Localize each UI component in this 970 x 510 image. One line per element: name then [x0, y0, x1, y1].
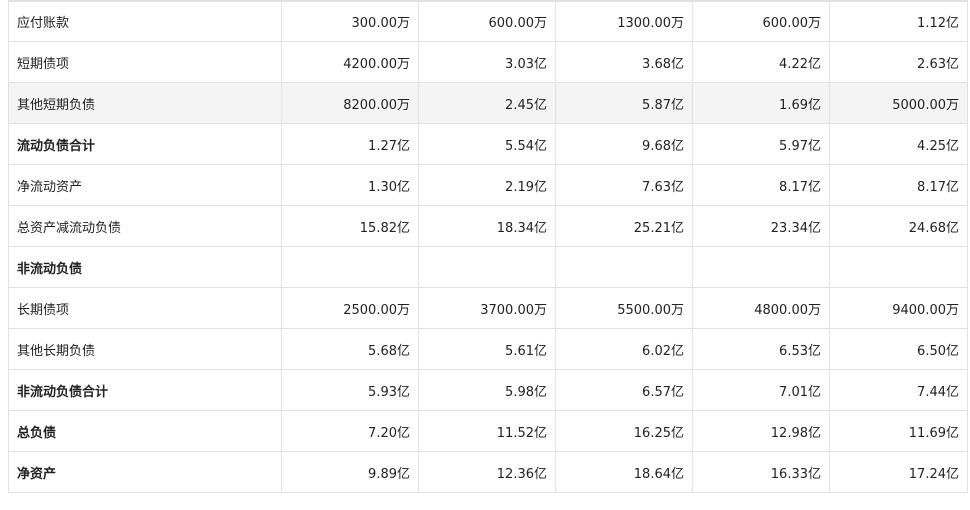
value-cell: 2500.00万	[281, 287, 419, 329]
value-cell	[281, 246, 419, 288]
row-label: 其他长期负债	[8, 328, 282, 370]
value-cell: 6.53亿	[692, 328, 830, 370]
value-cell: 4.22亿	[692, 41, 830, 83]
value-cell: 9.89亿	[281, 451, 419, 493]
value-cell: 5.61亿	[418, 328, 556, 370]
value-cell: 18.64亿	[555, 451, 693, 493]
value-cell: 7.44亿	[829, 369, 968, 411]
value-cell: 7.20亿	[281, 410, 419, 452]
row-label: 短期债项	[8, 41, 282, 83]
value-cell: 1.69亿	[692, 82, 830, 124]
value-cell: 300.00万	[281, 0, 419, 42]
value-cell: 8200.00万	[281, 82, 419, 124]
table-row: 总负债 7.20亿 11.52亿 16.25亿 12.98亿 11.69亿	[8, 410, 968, 452]
value-cell: 9.68亿	[555, 123, 693, 165]
row-label: 总资产减流动负债	[8, 205, 282, 247]
row-label: 总负债	[8, 410, 282, 452]
value-cell: 3700.00万	[418, 287, 556, 329]
value-cell: 1300.00万	[555, 0, 693, 42]
value-cell: 7.01亿	[692, 369, 830, 411]
value-cell: 23.34亿	[692, 205, 830, 247]
table-body: 应付账款 300.00万 600.00万 1300.00万 600.00万 1.12亿 短期…	[8, 0, 968, 493]
row-label: 非流动负债	[8, 246, 282, 288]
table-row: 流动负债合计 1.27亿 5.54亿 9.68亿 5.97亿 4.25亿	[8, 123, 968, 165]
value-cell: 5.97亿	[692, 123, 830, 165]
table-row: 其他短期负债 8200.00万 2.45亿 5.87亿 1.69亿 5000.00万	[8, 82, 968, 124]
value-cell: 3.68亿	[555, 41, 693, 83]
value-cell: 16.33亿	[692, 451, 830, 493]
value-cell: 16.25亿	[555, 410, 693, 452]
value-cell: 4800.00万	[692, 287, 830, 329]
table-row: 应付账款 300.00万 600.00万 1300.00万 600.00万 1.12亿	[8, 0, 968, 42]
row-label: 净流动资产	[8, 164, 282, 206]
value-cell: 12.98亿	[692, 410, 830, 452]
value-cell	[555, 246, 693, 288]
row-label: 其他短期负债	[8, 82, 282, 124]
value-cell: 2.63亿	[829, 41, 968, 83]
value-cell: 5.93亿	[281, 369, 419, 411]
value-cell: 5000.00万	[829, 82, 968, 124]
value-cell	[692, 246, 830, 288]
row-label: 流动负债合计	[8, 123, 282, 165]
value-cell: 11.52亿	[418, 410, 556, 452]
value-cell: 2.45亿	[418, 82, 556, 124]
value-cell: 1.27亿	[281, 123, 419, 165]
row-label: 长期债项	[8, 287, 282, 329]
value-cell: 1.30亿	[281, 164, 419, 206]
value-cell: 2.19亿	[418, 164, 556, 206]
value-cell: 1.12亿	[829, 0, 968, 42]
table-row: 其他长期负债 5.68亿 5.61亿 6.02亿 6.53亿 6.50亿	[8, 328, 968, 370]
table-row: 非流动负债合计 5.93亿 5.98亿 6.57亿 7.01亿 7.44亿	[8, 369, 968, 411]
value-cell: 5.54亿	[418, 123, 556, 165]
value-cell: 5.87亿	[555, 82, 693, 124]
value-cell: 18.34亿	[418, 205, 556, 247]
value-cell: 6.50亿	[829, 328, 968, 370]
row-label: 净资产	[8, 451, 282, 493]
value-cell: 6.02亿	[555, 328, 693, 370]
table-row: 短期债项 4200.00万 3.03亿 3.68亿 4.22亿 2.63亿	[8, 41, 968, 83]
value-cell: 25.21亿	[555, 205, 693, 247]
value-cell: 8.17亿	[692, 164, 830, 206]
table-row: 非流动负债	[8, 246, 968, 288]
balance-sheet-table: 应付账款 300.00万 600.00万 1300.00万 600.00万 1.12亿 短期…	[8, 0, 968, 493]
value-cell: 7.63亿	[555, 164, 693, 206]
value-cell	[829, 246, 968, 288]
value-cell: 24.68亿	[829, 205, 968, 247]
value-cell	[418, 246, 556, 288]
table-row: 净资产 9.89亿 12.36亿 18.64亿 16.33亿 17.24亿	[8, 451, 968, 493]
value-cell: 12.36亿	[418, 451, 556, 493]
value-cell: 9400.00万	[829, 287, 968, 329]
value-cell: 8.17亿	[829, 164, 968, 206]
table-row: 总资产减流动负债 15.82亿 18.34亿 25.21亿 23.34亿 24.68亿	[8, 205, 968, 247]
value-cell: 11.69亿	[829, 410, 968, 452]
table-row: 长期债项 2500.00万 3700.00万 5500.00万 4800.00万 9400…	[8, 287, 968, 329]
value-cell: 5.98亿	[418, 369, 556, 411]
value-cell: 4.25亿	[829, 123, 968, 165]
value-cell: 3.03亿	[418, 41, 556, 83]
value-cell: 15.82亿	[281, 205, 419, 247]
value-cell: 600.00万	[418, 0, 556, 42]
table-row: 净流动资产 1.30亿 2.19亿 7.63亿 8.17亿 8.17亿	[8, 164, 968, 206]
value-cell: 5500.00万	[555, 287, 693, 329]
value-cell: 4200.00万	[281, 41, 419, 83]
value-cell: 6.57亿	[555, 369, 693, 411]
value-cell: 17.24亿	[829, 451, 968, 493]
row-label: 应付账款	[8, 0, 282, 42]
value-cell: 5.68亿	[281, 328, 419, 370]
row-label: 非流动负债合计	[8, 369, 282, 411]
value-cell: 600.00万	[692, 0, 830, 42]
